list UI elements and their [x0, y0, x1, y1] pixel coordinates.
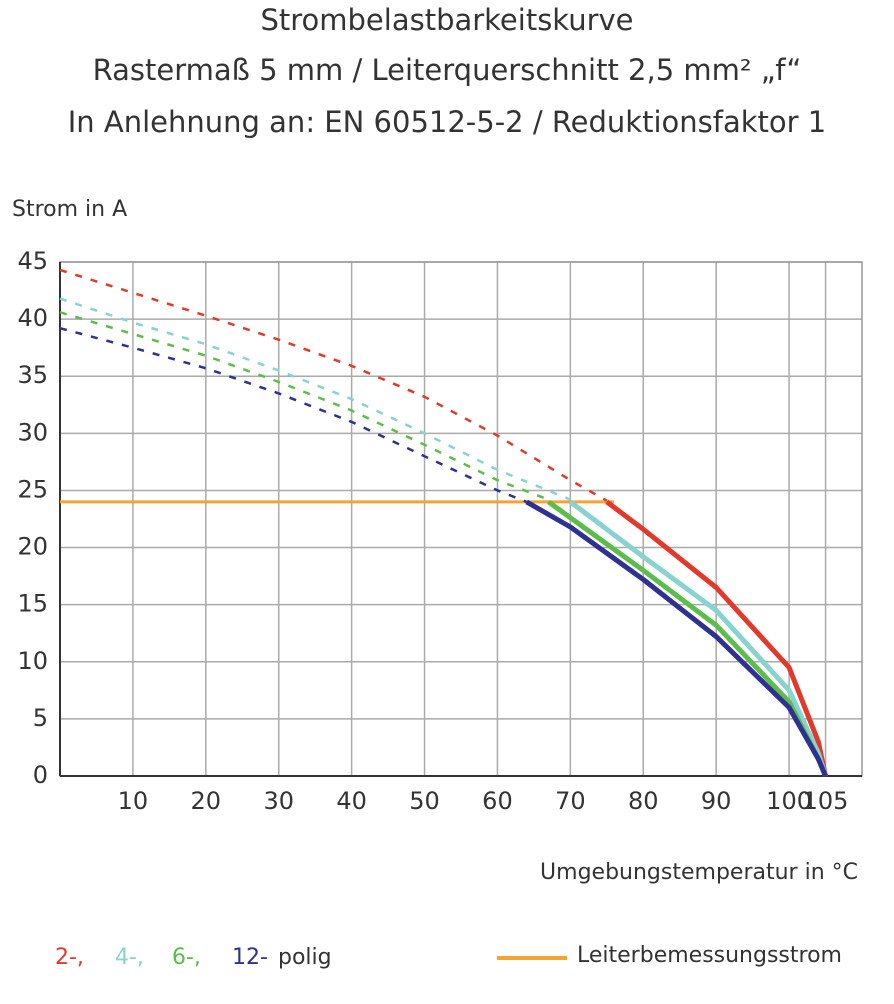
- x-axis-label: Umgebungstemperatur in °C: [540, 860, 858, 885]
- x-tick-label: 30: [263, 787, 294, 815]
- y-tick-label: 25: [17, 475, 48, 503]
- y-tick-label: 20: [17, 533, 48, 561]
- y-axis-label: Strom in A: [12, 197, 127, 222]
- legend-entry: Leiterbemessungsstrom: [577, 943, 842, 968]
- title-line: Rastermaß 5 mm / Leiterquerschnitt 2,5 m…: [93, 53, 802, 87]
- y-tick-label: 40: [17, 304, 48, 332]
- y-tick-label: 15: [17, 590, 48, 618]
- solid-curve: [525, 499, 828, 777]
- x-tick-label: 10: [118, 787, 149, 815]
- title-line: In Anlehnung an: EN 60512-5-2 / Reduktio…: [68, 105, 827, 139]
- legend-entry: 2-,: [55, 945, 84, 970]
- dashed-curve: [59, 326, 528, 504]
- x-tick-label: 40: [336, 787, 367, 815]
- y-tick-label: 45: [17, 247, 48, 275]
- x-tick-label: 60: [482, 787, 513, 815]
- x-tick-label: 105: [803, 787, 849, 815]
- y-tick-label: 10: [17, 647, 48, 675]
- y-tick-label: 5: [33, 704, 48, 732]
- x-tick-label: 20: [191, 787, 222, 815]
- plot-frame: [59, 261, 863, 777]
- y-tick-label: 30: [17, 418, 48, 446]
- y-tick-label: 35: [17, 361, 48, 389]
- solid-curve: [605, 499, 828, 777]
- legend-suffix: polig: [278, 945, 332, 970]
- title-line: Strombelastbarkeitskurve: [260, 3, 633, 37]
- legend-entry: 4-,: [115, 945, 144, 970]
- dashed-curve: [59, 297, 571, 501]
- x-tick-label: 100: [766, 787, 812, 815]
- x-tick-label: 50: [409, 787, 440, 815]
- legend-entry: 6-,: [172, 945, 201, 970]
- y-tick-label: 0: [33, 761, 48, 789]
- x-tick-label: 70: [555, 787, 586, 815]
- x-tick-label: 90: [701, 787, 732, 815]
- dashed-curve: [59, 268, 608, 502]
- legend-entry: 12-: [232, 945, 268, 970]
- x-tick-label: 80: [628, 787, 659, 815]
